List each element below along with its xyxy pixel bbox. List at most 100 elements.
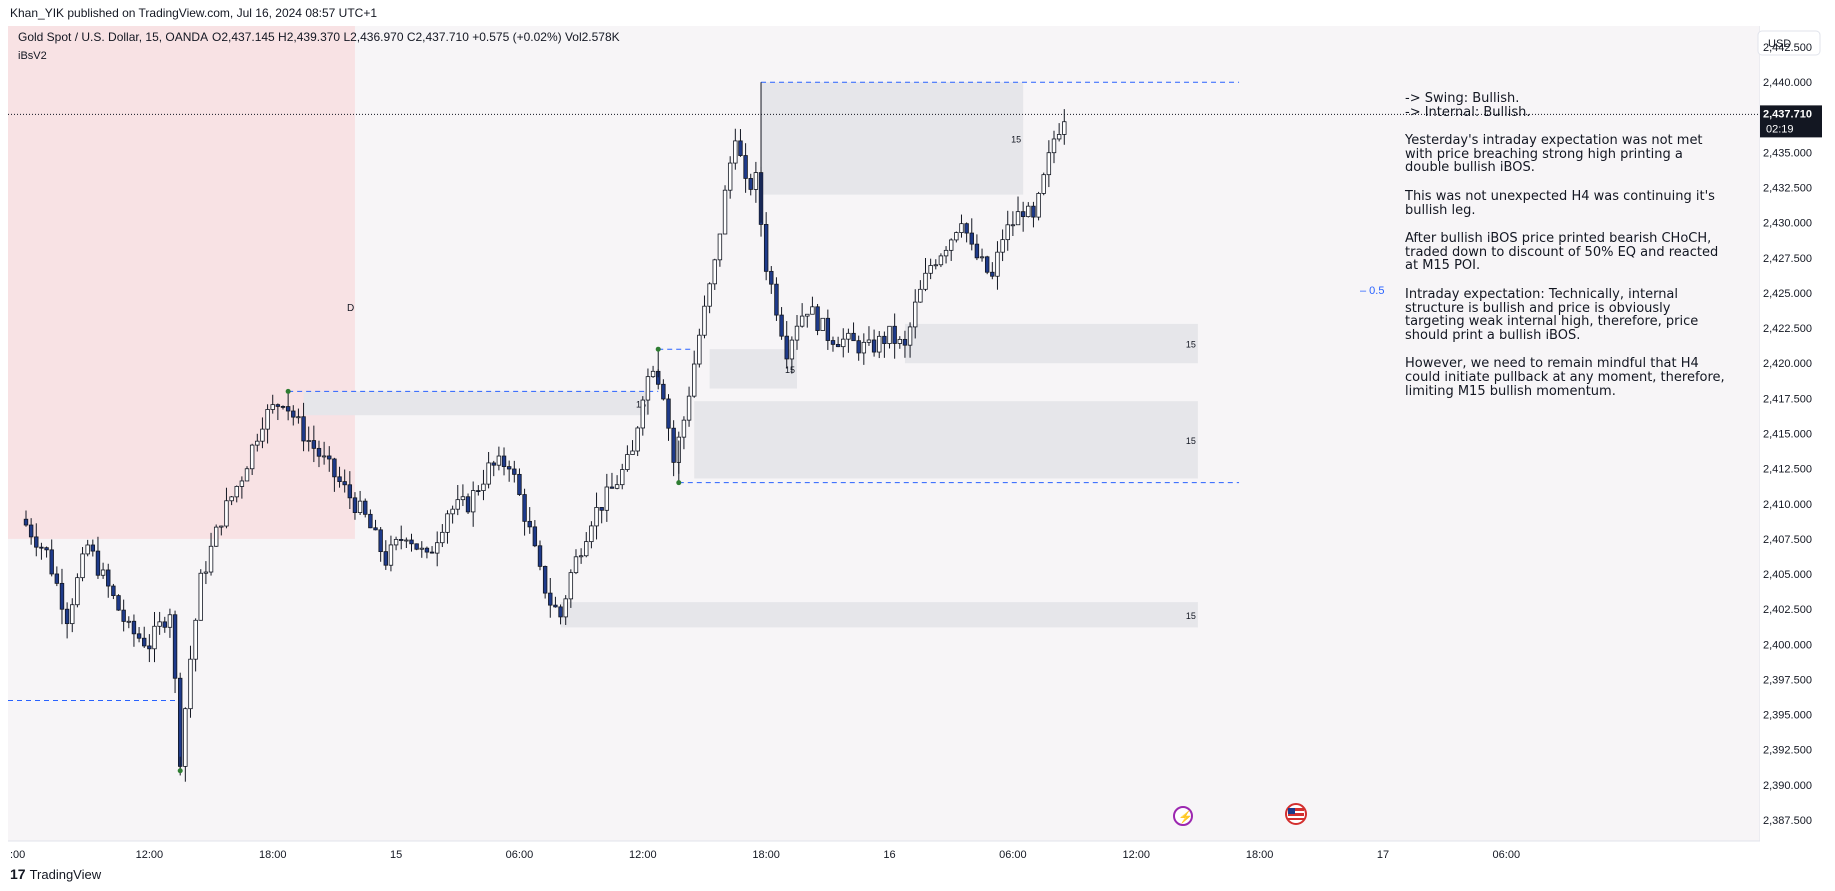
zone-tf-label: 15	[1186, 611, 1196, 621]
candle-body	[244, 468, 250, 482]
price-axis[interactable]	[1760, 26, 1835, 841]
candle-body	[532, 526, 538, 547]
candle-body	[188, 658, 193, 710]
candle-body	[692, 363, 697, 397]
candle-body	[722, 189, 728, 235]
candle-body	[23, 518, 29, 526]
candle-body	[213, 526, 219, 547]
candle-body	[810, 306, 815, 315]
footer-brand[interactable]: 17 TradingView	[10, 864, 101, 884]
time-tick-label: :00	[10, 849, 25, 861]
candle-body	[846, 332, 851, 340]
poi-zone	[761, 82, 1024, 195]
candle-body	[409, 539, 414, 545]
symbol-title[interactable]: Gold Spot / U.S. Dollar, 15, OANDA	[18, 30, 208, 44]
candle-body	[1051, 138, 1057, 154]
candle-body	[316, 447, 322, 457]
candle-body	[332, 458, 337, 478]
indicator-label[interactable]: iBsV2	[18, 50, 47, 62]
poi-zones: 151515151515	[303, 82, 1198, 628]
swing-point-marker	[655, 346, 661, 352]
candle-body	[558, 606, 563, 618]
candle-body	[979, 256, 985, 259]
candle-body	[913, 301, 918, 328]
candle-body	[424, 547, 430, 553]
note-2: This was not unexpected H4 was continuin…	[1405, 188, 1715, 218]
price-tick-label: 2,432.500	[1763, 183, 1812, 195]
time-tick-label: 06:00	[1493, 849, 1521, 861]
candle-body	[460, 496, 466, 501]
swing-point-marker	[177, 768, 183, 774]
poi-zone	[904, 323, 1198, 364]
candle-body	[841, 338, 846, 348]
candles[interactable]	[23, 82, 1067, 782]
candle-body	[90, 544, 96, 552]
price-tick-label: 2,422.500	[1763, 323, 1812, 335]
candle-body	[727, 162, 733, 191]
candle-body	[198, 572, 203, 621]
candle-body	[476, 490, 481, 492]
candle-body	[1000, 239, 1005, 253]
candle-body	[928, 265, 933, 274]
candle-body	[219, 525, 224, 528]
candle-body	[594, 507, 599, 527]
price-tick-label: 2,442.500	[1763, 42, 1812, 54]
note-1: Yesterday's intraday expectation was not…	[1405, 133, 1703, 176]
candle-body	[548, 592, 553, 606]
candle-body	[147, 645, 152, 650]
candle-body	[609, 486, 615, 489]
price-tick-label: 2,397.500	[1763, 674, 1812, 686]
candle-body	[501, 455, 507, 467]
candle-body	[969, 232, 974, 245]
candle-body	[100, 569, 106, 576]
event-icons[interactable]: ⚡	[1173, 803, 1307, 826]
candle-body	[964, 223, 969, 234]
candle-body	[517, 473, 522, 495]
publisher-text: Khan_YIK published on TradingView.com, J…	[10, 6, 378, 20]
candle-body	[172, 614, 178, 679]
last-price-tag: 2,437.710 02:19	[1760, 105, 1822, 138]
candle-body	[465, 496, 471, 513]
candle-body	[1062, 121, 1067, 135]
candle-body	[434, 542, 440, 554]
candle-body	[887, 325, 892, 344]
currency-button[interactable]	[1757, 30, 1821, 56]
lightning-event-icon[interactable]	[1173, 806, 1193, 826]
candle-body	[496, 455, 502, 466]
candle-body	[85, 544, 90, 555]
candle-body	[445, 513, 450, 533]
candle-body	[578, 555, 584, 558]
candle-body	[95, 550, 101, 576]
candle-body	[393, 539, 399, 546]
candle-body	[882, 335, 887, 344]
candle-body	[470, 490, 476, 513]
candle-body	[954, 232, 959, 241]
ohlc-values: O2,437.145 H2,439.370 L2,436.970 C2,437.…	[212, 30, 620, 44]
candlestick-chart[interactable]: 15 15 15 15 15 15 D – 0.5 Gold Spot / U.S. Do…	[0, 26, 1835, 861]
candle-body	[584, 541, 589, 557]
candle-body	[106, 569, 111, 587]
dashed-levels	[8, 81, 1240, 701]
candle-body	[779, 314, 784, 337]
candle-body	[49, 549, 54, 575]
time-tick-label: 18:00	[1246, 849, 1274, 861]
time-tick-label: 12:00	[1122, 849, 1150, 861]
price-tick-label: 2,400.000	[1763, 639, 1812, 651]
candle-body	[224, 500, 229, 527]
price-tick-label: 2,420.000	[1763, 358, 1812, 370]
candle-body	[851, 332, 856, 342]
candle-body	[748, 178, 753, 190]
candle-body	[44, 547, 49, 551]
candle-body	[75, 577, 80, 606]
candle-body	[280, 406, 286, 408]
candle-body	[635, 427, 640, 452]
candle-body	[820, 317, 825, 331]
candle-body	[697, 334, 702, 365]
candle-body	[753, 172, 759, 190]
candle-body	[378, 529, 383, 553]
candle-body	[270, 404, 275, 410]
chart-area[interactable]: 15 15 15 15 15 15 D – 0.5 Gold Spot / U.S. Do…	[0, 26, 1835, 861]
candle-body	[229, 496, 234, 502]
swing-point-marker	[676, 480, 682, 486]
candle-body	[64, 608, 70, 625]
